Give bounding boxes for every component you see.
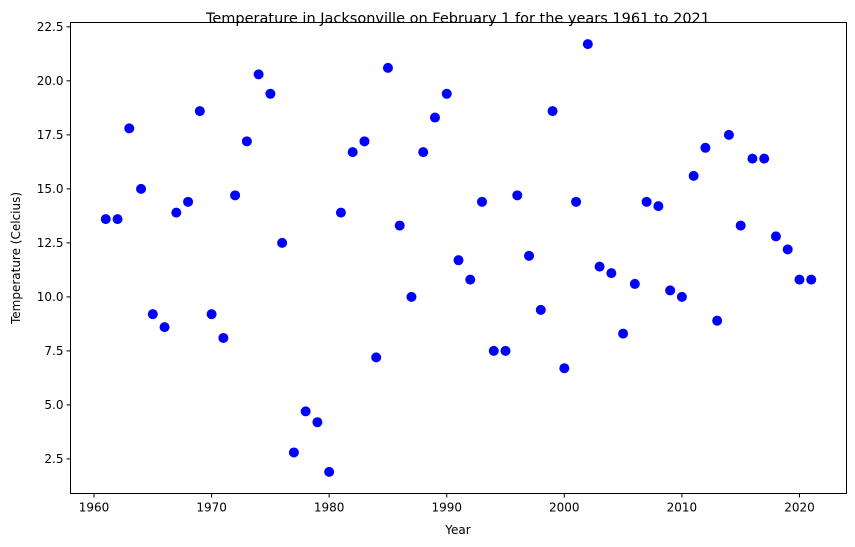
data-point xyxy=(324,466,335,477)
data-point xyxy=(300,406,311,417)
data-point xyxy=(512,190,523,201)
data-point xyxy=(488,345,499,356)
data-point xyxy=(535,304,546,315)
data-point xyxy=(230,190,241,201)
data-point xyxy=(136,183,147,194)
data-point xyxy=(394,220,405,231)
data-point xyxy=(665,285,676,296)
data-point xyxy=(218,332,229,343)
y-tick-label: 15.0 xyxy=(37,182,64,196)
data-point xyxy=(112,214,123,225)
data-point xyxy=(265,88,276,99)
y-tick-label: 5.0 xyxy=(44,398,63,412)
data-point xyxy=(100,214,111,225)
data-point xyxy=(241,136,252,147)
data-point xyxy=(806,274,817,285)
data-point xyxy=(700,142,711,153)
y-tick-label: 22.5 xyxy=(37,20,64,34)
data-point xyxy=(312,417,323,428)
data-point xyxy=(477,196,488,207)
data-point xyxy=(206,309,217,320)
data-point xyxy=(253,69,264,80)
data-point xyxy=(759,153,770,164)
y-axis-label: Temperature (Celcius) xyxy=(9,192,23,325)
data-point xyxy=(547,106,558,117)
data-point xyxy=(359,136,370,147)
y-axis-ticks: 2.5 5.0 7.5 10.0 12.5 15.0 17.5 20.0 22.5 xyxy=(37,20,71,466)
data-point xyxy=(524,250,535,261)
data-point xyxy=(147,309,158,320)
plot-area-frame xyxy=(70,22,847,494)
data-point xyxy=(406,291,417,302)
data-point xyxy=(465,274,476,285)
x-axis-ticks: 1960 1970 1980 1990 2000 2010 2020 xyxy=(79,493,815,515)
x-tick-label: 1990 xyxy=(431,501,462,515)
data-point xyxy=(124,123,135,134)
data-point xyxy=(618,328,629,339)
data-point xyxy=(277,237,288,248)
x-tick-label: 1980 xyxy=(314,501,345,515)
data-point xyxy=(735,220,746,231)
data-point xyxy=(347,147,358,158)
data-point xyxy=(171,207,182,218)
data-points xyxy=(100,39,817,477)
y-tick-label: 7.5 xyxy=(44,344,63,358)
data-point xyxy=(183,196,194,207)
x-tick-label: 2000 xyxy=(549,501,580,515)
data-point xyxy=(712,315,723,326)
x-axis-label: Year xyxy=(444,523,470,537)
data-point xyxy=(794,274,805,285)
data-point xyxy=(559,363,570,374)
data-point xyxy=(371,352,382,363)
x-tick-label: 1970 xyxy=(196,501,227,515)
data-point xyxy=(571,196,582,207)
data-point xyxy=(288,447,299,458)
y-tick-label: 2.5 xyxy=(44,452,63,466)
x-tick-label: 1960 xyxy=(79,501,110,515)
data-point xyxy=(688,170,699,181)
data-point xyxy=(418,147,429,158)
data-point xyxy=(723,129,734,140)
data-point xyxy=(747,153,758,164)
data-point xyxy=(770,231,781,242)
data-point xyxy=(676,291,687,302)
data-point xyxy=(159,322,170,333)
chart-title: Temperature in Jacksonville on February … xyxy=(205,11,710,27)
y-tick-label: 12.5 xyxy=(37,236,64,250)
y-tick-label: 17.5 xyxy=(37,128,64,142)
data-point xyxy=(582,39,593,50)
data-point xyxy=(335,207,346,218)
data-point xyxy=(629,278,640,289)
data-point xyxy=(500,345,511,356)
data-point xyxy=(782,244,793,255)
data-point xyxy=(594,261,605,272)
data-point xyxy=(441,88,452,99)
data-point xyxy=(653,201,664,212)
x-tick-label: 2010 xyxy=(667,501,698,515)
data-point xyxy=(429,112,440,123)
data-point xyxy=(641,196,652,207)
data-point xyxy=(606,268,617,279)
data-point xyxy=(453,255,464,266)
x-tick-label: 2020 xyxy=(784,501,815,515)
data-point xyxy=(382,62,393,73)
data-point xyxy=(194,106,205,117)
y-tick-label: 10.0 xyxy=(37,290,64,304)
y-tick-label: 20.0 xyxy=(37,74,64,88)
